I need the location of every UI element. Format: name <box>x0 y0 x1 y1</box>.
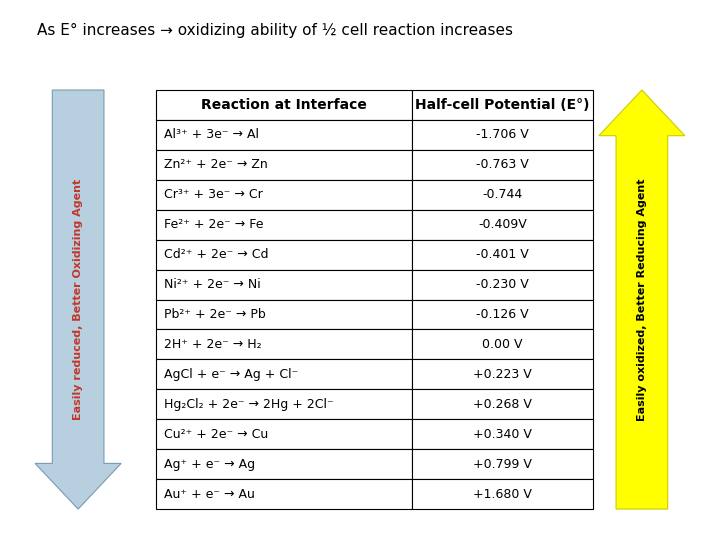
Bar <box>156 240 412 269</box>
Text: +0.799 V: +0.799 V <box>473 458 532 471</box>
Bar <box>412 360 593 389</box>
Text: 2H⁺ + 2e⁻ → H₂: 2H⁺ + 2e⁻ → H₂ <box>164 338 262 351</box>
Bar <box>156 389 412 419</box>
Text: +0.340 V: +0.340 V <box>473 428 532 441</box>
Bar <box>156 90 412 120</box>
Bar <box>156 210 412 240</box>
Bar <box>412 329 593 360</box>
Bar <box>412 449 593 479</box>
Text: Zn²⁺ + 2e⁻ → Zn: Zn²⁺ + 2e⁻ → Zn <box>164 158 268 171</box>
Bar <box>156 419 412 449</box>
Text: -0.763 V: -0.763 V <box>476 158 528 171</box>
Bar <box>412 210 593 240</box>
Polygon shape <box>599 90 685 509</box>
Text: +1.680 V: +1.680 V <box>473 488 532 501</box>
Text: +0.268 V: +0.268 V <box>473 398 532 411</box>
Text: Reaction at Interface: Reaction at Interface <box>201 98 366 112</box>
Text: AgCl + e⁻ → Ag + Cl⁻: AgCl + e⁻ → Ag + Cl⁻ <box>164 368 299 381</box>
Text: Hg₂Cl₂ + 2e⁻ → 2Hg + 2Cl⁻: Hg₂Cl₂ + 2e⁻ → 2Hg + 2Cl⁻ <box>164 398 334 411</box>
Bar <box>156 150 412 180</box>
Text: -0.744: -0.744 <box>482 188 523 201</box>
Text: Au⁺ + e⁻ → Au: Au⁺ + e⁻ → Au <box>164 488 255 501</box>
Text: -0.409V: -0.409V <box>478 218 527 231</box>
Bar <box>412 180 593 210</box>
Text: Ag⁺ + e⁻ → Ag: Ag⁺ + e⁻ → Ag <box>164 458 256 471</box>
Text: Pb²⁺ + 2e⁻ → Pb: Pb²⁺ + 2e⁻ → Pb <box>164 308 266 321</box>
Bar <box>412 90 593 120</box>
Text: Cr³⁺ + 3e⁻ → Cr: Cr³⁺ + 3e⁻ → Cr <box>164 188 263 201</box>
Text: Al³⁺ + 3e⁻ → Al: Al³⁺ + 3e⁻ → Al <box>164 129 259 141</box>
Bar <box>412 300 593 329</box>
Text: Easily reduced, Better Oxidizing Agent: Easily reduced, Better Oxidizing Agent <box>73 179 83 420</box>
Text: -1.706 V: -1.706 V <box>476 129 528 141</box>
Bar <box>156 360 412 389</box>
Text: Ni²⁺ + 2e⁻ → Ni: Ni²⁺ + 2e⁻ → Ni <box>164 278 261 291</box>
Text: +0.223 V: +0.223 V <box>473 368 531 381</box>
Text: Easily oxidized, Better Reducing Agent: Easily oxidized, Better Reducing Agent <box>637 178 647 421</box>
Text: Fe²⁺ + 2e⁻ → Fe: Fe²⁺ + 2e⁻ → Fe <box>164 218 264 231</box>
Text: Half-cell Potential (E°): Half-cell Potential (E°) <box>415 98 590 112</box>
Bar <box>156 479 412 509</box>
Bar <box>412 240 593 269</box>
Bar <box>156 180 412 210</box>
Text: Cu²⁺ + 2e⁻ → Cu: Cu²⁺ + 2e⁻ → Cu <box>164 428 269 441</box>
Polygon shape <box>35 90 121 509</box>
Text: 0.00 V: 0.00 V <box>482 338 523 351</box>
Bar <box>156 300 412 329</box>
Bar <box>412 120 593 150</box>
Bar <box>412 419 593 449</box>
Text: As E° increases → oxidizing ability of ½ cell reaction increases: As E° increases → oxidizing ability of ½… <box>37 23 513 38</box>
Text: Cd²⁺ + 2e⁻ → Cd: Cd²⁺ + 2e⁻ → Cd <box>164 248 269 261</box>
Bar <box>156 449 412 479</box>
Bar <box>156 329 412 360</box>
Bar <box>156 120 412 150</box>
Bar <box>412 389 593 419</box>
Bar <box>412 150 593 180</box>
Bar <box>412 269 593 300</box>
Bar <box>156 269 412 300</box>
Text: -0.126 V: -0.126 V <box>476 308 528 321</box>
Bar <box>412 479 593 509</box>
Text: -0.401 V: -0.401 V <box>476 248 528 261</box>
Text: -0.230 V: -0.230 V <box>476 278 528 291</box>
